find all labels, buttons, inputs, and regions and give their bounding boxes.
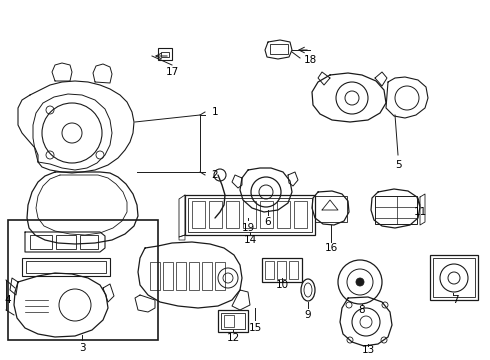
Bar — [294, 201, 307, 228]
Text: 9: 9 — [305, 310, 311, 320]
Text: 16: 16 — [324, 243, 338, 253]
Bar — [189, 262, 199, 290]
Bar — [260, 201, 273, 228]
Text: 3: 3 — [79, 343, 85, 353]
Text: 1: 1 — [212, 107, 219, 117]
Bar — [185, 195, 315, 235]
Bar — [176, 262, 186, 290]
Bar — [80, 235, 98, 249]
Text: 12: 12 — [226, 333, 240, 343]
Bar — [56, 235, 76, 249]
Bar — [163, 262, 173, 290]
Text: 13: 13 — [361, 345, 375, 355]
Text: 14: 14 — [244, 235, 257, 245]
Bar — [158, 48, 172, 60]
Text: 17: 17 — [166, 67, 179, 77]
Bar — [26, 261, 106, 273]
Bar — [221, 313, 245, 329]
Bar — [30, 235, 52, 249]
Bar — [224, 315, 234, 327]
Text: 19: 19 — [242, 223, 255, 233]
Bar — [215, 262, 225, 290]
Bar — [433, 258, 475, 297]
Text: 15: 15 — [248, 323, 262, 333]
Bar — [375, 196, 417, 224]
Bar — [8, 220, 158, 340]
Bar — [161, 52, 169, 57]
Bar — [277, 201, 290, 228]
Bar — [218, 310, 248, 332]
Text: 2: 2 — [212, 170, 219, 180]
Bar — [277, 261, 286, 279]
Text: 8: 8 — [359, 305, 366, 315]
Bar — [270, 44, 288, 54]
Bar — [243, 201, 256, 228]
Text: 10: 10 — [275, 280, 289, 290]
Bar — [209, 201, 222, 228]
Bar — [22, 258, 110, 276]
Bar — [226, 201, 239, 228]
Bar — [315, 196, 347, 222]
Text: 6: 6 — [265, 217, 271, 227]
Bar — [150, 262, 160, 290]
Text: 11: 11 — [414, 207, 427, 217]
Bar — [202, 262, 212, 290]
Bar — [262, 258, 302, 282]
Bar — [430, 255, 478, 300]
Text: 5: 5 — [394, 160, 401, 170]
Text: 4: 4 — [5, 295, 11, 305]
Bar — [289, 261, 298, 279]
Text: 18: 18 — [303, 55, 317, 65]
Circle shape — [356, 278, 364, 286]
Bar — [192, 201, 205, 228]
Text: 7: 7 — [452, 295, 458, 305]
Bar — [188, 198, 312, 232]
Bar — [265, 261, 274, 279]
